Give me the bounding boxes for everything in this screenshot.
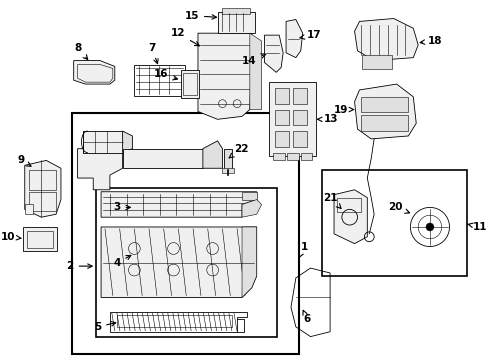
Bar <box>361 97 407 112</box>
Text: 20: 20 <box>387 202 409 213</box>
Bar <box>292 131 306 147</box>
Polygon shape <box>264 35 283 72</box>
Text: 18: 18 <box>419 36 442 46</box>
Polygon shape <box>122 131 132 153</box>
Bar <box>25 204 33 214</box>
Bar <box>222 8 249 14</box>
Text: 8: 8 <box>74 43 87 59</box>
Bar <box>134 64 185 96</box>
Text: 2: 2 <box>66 261 92 271</box>
Text: 9: 9 <box>18 156 31 166</box>
Bar <box>217 12 254 33</box>
Polygon shape <box>354 18 417 60</box>
Polygon shape <box>242 199 261 217</box>
Bar <box>224 149 232 170</box>
Polygon shape <box>101 227 256 297</box>
Polygon shape <box>74 60 115 84</box>
Bar <box>181 70 199 98</box>
Polygon shape <box>242 192 256 199</box>
Polygon shape <box>333 190 366 244</box>
Bar <box>29 170 56 190</box>
Polygon shape <box>122 149 203 168</box>
Bar <box>183 73 197 95</box>
Text: 17: 17 <box>300 30 321 40</box>
Text: 1: 1 <box>299 242 307 257</box>
Polygon shape <box>249 33 261 109</box>
Text: 16: 16 <box>154 69 177 80</box>
Bar <box>273 153 285 161</box>
Text: 6: 6 <box>302 310 310 324</box>
Bar <box>29 192 56 211</box>
Text: 14: 14 <box>242 54 265 66</box>
Bar <box>275 131 288 147</box>
Text: 11: 11 <box>467 222 487 232</box>
Bar <box>27 231 53 248</box>
Bar <box>336 198 361 212</box>
Bar <box>72 113 298 354</box>
Polygon shape <box>25 161 61 217</box>
Bar <box>322 170 466 276</box>
Text: 13: 13 <box>317 114 338 124</box>
Bar <box>222 168 234 173</box>
Text: 19: 19 <box>333 104 353 114</box>
Text: 5: 5 <box>94 321 116 332</box>
Bar <box>269 82 316 156</box>
Text: 15: 15 <box>184 10 216 21</box>
Polygon shape <box>354 84 415 139</box>
Bar <box>96 188 277 337</box>
Bar <box>300 153 312 161</box>
Text: 3: 3 <box>113 202 130 212</box>
Text: 21: 21 <box>323 193 340 208</box>
Bar <box>292 109 306 125</box>
Text: 22: 22 <box>228 144 248 158</box>
Polygon shape <box>242 227 256 297</box>
Bar <box>275 88 288 104</box>
Bar <box>292 88 306 104</box>
Polygon shape <box>83 131 122 153</box>
Polygon shape <box>285 19 302 58</box>
Text: 10: 10 <box>0 232 21 242</box>
Bar <box>361 116 407 131</box>
Polygon shape <box>203 141 222 168</box>
Bar <box>362 55 391 69</box>
Bar <box>23 227 57 251</box>
Text: 4: 4 <box>113 255 131 268</box>
Text: 7: 7 <box>148 43 158 64</box>
Circle shape <box>425 223 433 231</box>
Bar <box>275 109 288 125</box>
Bar <box>286 153 298 161</box>
Text: 12: 12 <box>170 28 199 46</box>
Polygon shape <box>101 192 256 217</box>
Polygon shape <box>198 33 251 119</box>
Polygon shape <box>78 149 122 190</box>
